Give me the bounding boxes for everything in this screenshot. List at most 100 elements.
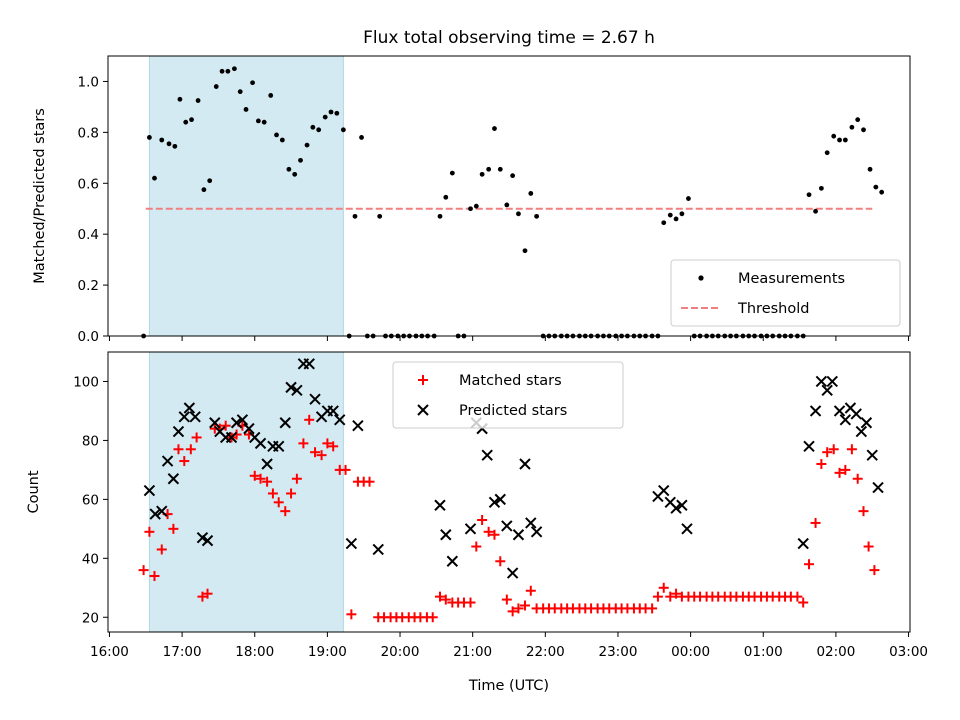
measurement-point xyxy=(516,211,521,217)
predicted-star-point xyxy=(261,458,273,470)
matched-star-point xyxy=(658,582,669,593)
measurement-point xyxy=(322,114,328,120)
bottom-panel: 20 40 60 80 100 16:00 17:00 18:00 19:00 20:00 21:… xyxy=(26,351,928,694)
matched-star-point xyxy=(465,597,476,608)
predicted-star-point xyxy=(501,520,513,532)
matched-star-point xyxy=(652,591,663,602)
predicted-star-point xyxy=(839,414,852,426)
matched-star-point xyxy=(477,515,488,525)
measurement-point xyxy=(310,124,316,130)
legend-measurements-label: Measurements xyxy=(738,271,845,287)
measurement-points xyxy=(141,66,885,339)
matched-star-point xyxy=(519,600,530,611)
measurement-point xyxy=(497,166,503,172)
matched-star-point xyxy=(144,526,155,537)
top-y-tick-label: 0.2 xyxy=(78,278,99,294)
measurement-point xyxy=(316,127,322,133)
x-tick-label: 02:00 xyxy=(816,644,855,660)
matched-star-point xyxy=(840,464,851,475)
x-tick-label: 16:00 xyxy=(90,644,129,660)
bottom-y-axis-label: Count xyxy=(26,470,42,513)
predicted-star-point xyxy=(327,405,339,417)
measurement-point xyxy=(225,68,231,74)
predicted-star-point xyxy=(209,417,221,429)
legend-predicted-marker xyxy=(417,404,429,416)
predicted-star-point xyxy=(525,517,537,529)
predicted-star-point xyxy=(464,523,477,535)
matched-star-point xyxy=(280,506,291,517)
top-legend-box xyxy=(670,259,901,327)
measurement-point xyxy=(147,135,152,140)
measurement-point xyxy=(667,212,673,218)
predicted-star-point xyxy=(149,508,161,520)
bottom-plot-frame xyxy=(107,351,911,633)
measurement-point xyxy=(813,208,818,214)
predicted-star-point xyxy=(156,505,168,517)
matched-star-point xyxy=(816,459,827,469)
measurement-point xyxy=(292,171,298,177)
predicted-star-point xyxy=(440,529,452,541)
matched-star-point xyxy=(179,456,190,467)
predicted-star-point xyxy=(494,493,506,506)
top-panel: 0.0 0.2 0.4 0.6 0.8 1.0 Flux total observing … xyxy=(32,28,911,345)
measurement-point xyxy=(183,119,189,125)
predicted-star-point xyxy=(279,417,291,429)
matched-star-point xyxy=(834,467,845,478)
bottom-x-ticks: 16:00 17:00 18:00 19:00 20:00 21:00 22:00 23:00… xyxy=(90,632,928,660)
predicted-star-point xyxy=(201,534,214,547)
legend-cross-symbol xyxy=(417,404,429,416)
measurement-point xyxy=(268,93,274,98)
measurement-point xyxy=(189,117,194,123)
measurement-point xyxy=(679,211,685,217)
measurement-point xyxy=(279,137,285,143)
matched-star-point xyxy=(792,591,803,602)
x-tick-label: 01:00 xyxy=(744,644,783,660)
matched-star-point xyxy=(267,488,278,499)
measurement-point xyxy=(152,175,157,181)
predicted-star-point xyxy=(809,405,822,417)
matched-star-point xyxy=(846,444,857,455)
predicted-star-point xyxy=(225,431,238,444)
matched-star-point xyxy=(798,597,809,608)
matched-star-point xyxy=(427,612,438,623)
bottom-y-tick-label: 100 xyxy=(73,374,99,390)
matched-star-point xyxy=(810,517,821,528)
matched-star-point xyxy=(322,438,333,449)
measurement-point xyxy=(486,166,492,172)
bottom-y-tick-label: 40 xyxy=(82,551,99,567)
measurement-point xyxy=(352,213,358,219)
measurement-point xyxy=(219,68,225,74)
top-y-tick-label: 0.8 xyxy=(78,125,99,141)
x-tick-label: 00:00 xyxy=(671,644,710,660)
x-tick-label: 20:00 xyxy=(381,644,420,660)
predicted-star-point xyxy=(178,411,190,423)
measurement-point xyxy=(443,194,449,200)
x-tick-label: 18:00 xyxy=(235,644,274,660)
x-axis-label: Time (UTC) xyxy=(468,678,549,694)
measurement-point xyxy=(172,143,178,149)
predicted-star-point xyxy=(530,526,543,538)
matched-star-point xyxy=(202,588,213,599)
predicted-star-point xyxy=(243,422,255,435)
measurement-point xyxy=(304,142,310,148)
matched-star-point xyxy=(858,506,869,517)
matched-star-point xyxy=(185,444,196,455)
predicted-star-point xyxy=(446,555,459,567)
predicted-star-point xyxy=(681,523,693,535)
predicted-star-point xyxy=(303,358,315,370)
measurement-point xyxy=(522,248,528,254)
predicted-star-point xyxy=(161,455,174,467)
bottom-y-tick-label: 20 xyxy=(82,610,99,626)
measurement-point xyxy=(842,137,848,143)
measurement-point xyxy=(255,118,261,124)
x-tick-label: 19:00 xyxy=(308,644,347,660)
measurement-point xyxy=(159,137,165,143)
bottom-legend-box xyxy=(392,361,624,429)
predicted-star-point xyxy=(285,381,297,394)
top-y-tick-label: 0.4 xyxy=(78,227,99,243)
matched-star-point xyxy=(822,447,833,458)
matched-star-point xyxy=(863,541,874,552)
matched-star-point xyxy=(249,470,260,481)
measurement-point xyxy=(661,220,667,226)
predicted-star-point xyxy=(803,440,815,453)
